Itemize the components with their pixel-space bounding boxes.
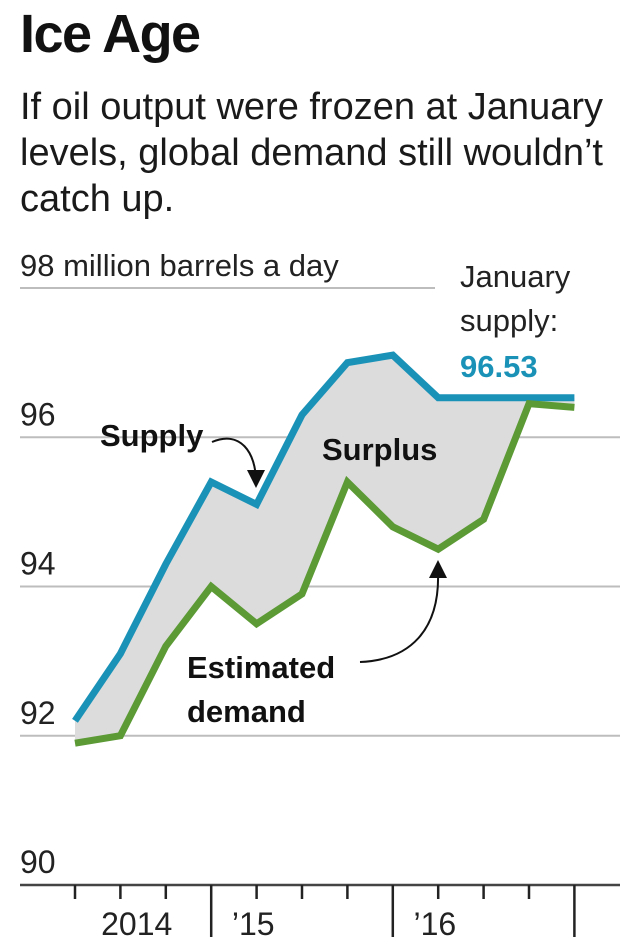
demand-pointer-arrowhead [429,560,447,578]
callout-value: 96.53 [460,349,538,384]
demand-label-line1: Estimated [187,650,335,685]
y-tick-label-92: 92 [20,695,56,731]
x-tick-label-1: ’15 [232,906,275,939]
supply-pointer-line [211,437,257,483]
y-tick-label-98: 98 million barrels a day [20,248,339,283]
demand-line [74,399,575,747]
annotations: January supply: 96.53 Supply Surplus Est… [100,259,571,729]
x-tick-label-0: 2014 [101,906,172,939]
callout-label-line2: supply: [460,303,558,338]
chart-subtitle: If oil output were frozen at January lev… [20,86,603,220]
y-tick-label-90: 90 [20,844,56,880]
demand-pointer-line [359,571,440,663]
chart-title: Ice Age [20,4,201,64]
surplus-label: Surplus [322,432,437,467]
x-axis [73,885,576,937]
y-tick-label-96: 96 [20,396,56,432]
surplus-area [75,355,575,744]
supply-label: Supply [100,418,204,453]
x-tick-label-2: ’16 [414,906,457,939]
series-lines [72,351,575,747]
tick-labels: 90 92 94 96 98 million barrels a day 2014 ’15 ’… [20,248,456,939]
callout-label-line1: January [460,259,571,294]
supply-pointer-arrowhead [247,470,265,488]
demand-label-line2: demand [187,694,306,729]
y-tick-label-94: 94 [20,546,56,582]
surplus-area-layer [75,355,575,744]
supply-line [72,351,575,723]
